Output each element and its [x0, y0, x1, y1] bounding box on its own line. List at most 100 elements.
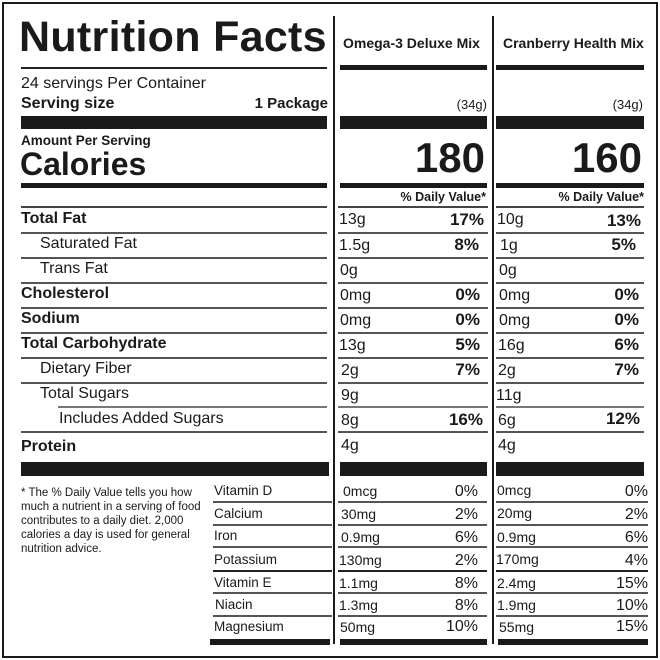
dv-sodium-1: 0% [455, 310, 480, 329]
dv-total-carbohydrate-2: 6% [614, 335, 639, 354]
amount-sodium-2: 0mg [499, 312, 531, 329]
serving-size-value: 1 Package [254, 95, 328, 112]
thick-divider-protein [21, 462, 329, 476]
row-rule [338, 615, 487, 617]
amount-total-carbohydrate-1: 13g [339, 337, 366, 354]
bottom-bar-labels [210, 639, 330, 645]
vitamin-dv-e-2: 15% [615, 575, 648, 592]
thick-divider-1 [340, 116, 487, 129]
row-rule [338, 357, 488, 359]
calories-value-1: 180 [414, 134, 485, 181]
vitamin-label-potassium: Potassium [214, 552, 278, 567]
vitamin-dv-d-2: 0% [624, 483, 648, 500]
vitamin-amount-iron-2: 0.9mg [497, 529, 536, 545]
column-divider-1 [333, 16, 335, 644]
title-rule [21, 67, 327, 69]
amount-total-sugars-2: 11g [496, 387, 522, 404]
row-rule [213, 570, 332, 572]
vitamin-dv-niacin-1: 8% [454, 597, 478, 614]
amount-total-fat-1: 13g [339, 211, 366, 228]
thick-divider-serving [21, 116, 327, 129]
amount-cholesterol-1: 0mg [340, 287, 372, 304]
vitamin-dv-potassium-1: 2% [454, 552, 478, 569]
amount-dietary-fiber-1: 2g [341, 362, 359, 379]
vitamin-amount-magnesium-1: 50mg [340, 619, 376, 635]
amount-trans-fat-2: 0g [499, 262, 517, 279]
nutrient-label-total-carbohydrate: Total Carbohydrate [21, 335, 167, 352]
nutrient-label-saturated-fat: Saturated Fat [40, 235, 137, 252]
row-rule [496, 546, 648, 548]
amount-total-carbohydrate-2: 16g [498, 337, 525, 354]
amount-per-serving: Amount Per Serving [21, 133, 151, 148]
row-rule [496, 431, 644, 433]
row-rule [496, 257, 644, 259]
vitamin-amount-potassium-2: 170mg [496, 551, 539, 567]
dv-rule-2 [496, 206, 644, 208]
dv-rule-1 [338, 206, 488, 208]
row-rule [338, 332, 488, 334]
row-rule [21, 357, 327, 359]
daily-value-header-2: % Daily Value* [558, 190, 644, 204]
row-rule [213, 546, 332, 548]
vitamin-amount-niacin-2: 1.9mg [497, 597, 536, 613]
amount-saturated-fat-1: 1.5g [339, 237, 371, 254]
row-rule [21, 431, 327, 433]
amount-added-sugars-2: 6g [498, 412, 516, 429]
vitamin-amount-d-1: 0mcg [343, 483, 378, 499]
row-rule [21, 282, 327, 284]
row-rule [213, 524, 332, 526]
dv-cholesterol-2: 0% [614, 285, 639, 304]
vitamin-amount-niacin-1: 1.3mg [339, 597, 378, 613]
vitamin-amount-calcium-2: 20mg [497, 505, 533, 521]
nutrient-label-protein: Protein [21, 438, 77, 455]
dv-rule-left [21, 206, 327, 208]
vitamin-dv-iron-2: 6% [624, 529, 648, 546]
row-rule [21, 232, 327, 234]
bottom-bar-2 [498, 639, 648, 645]
dv-total-fat-1: 17% [449, 210, 484, 229]
nutrient-label-trans-fat: Trans Fat [40, 260, 108, 277]
row-rule [21, 257, 327, 259]
product-name-omega3: Omega-3 Deluxe Mix [343, 35, 480, 51]
amount-total-fat-2: 10g [497, 211, 524, 228]
vitamin-label-iron: Iron [214, 528, 238, 543]
row-rule [21, 332, 327, 334]
vitamin-dv-magnesium-2: 15% [615, 618, 648, 635]
row-rule [338, 282, 488, 284]
vitamin-amount-magnesium-2: 55mg [499, 619, 535, 635]
bottom-bar-1 [340, 639, 487, 645]
vitamin-label-niacin: Niacin [215, 597, 253, 612]
vitamin-label-magnesium: Magnesium [214, 619, 284, 634]
nutrient-label-total-fat: Total Fat [21, 210, 87, 227]
row-rule [21, 307, 327, 309]
vitamin-amount-potassium-1: 130mg [339, 552, 382, 568]
row-rule [496, 357, 644, 359]
row-rule [496, 332, 644, 334]
calories-divider-2 [496, 183, 644, 188]
nutrient-label-sodium: Sodium [21, 310, 80, 327]
dv-dietary-fiber-1: 7% [455, 360, 480, 379]
amount-sodium-1: 0mg [340, 312, 372, 329]
row-rule [496, 232, 644, 234]
row-rule [496, 615, 648, 617]
row-rule [496, 524, 648, 526]
dv-cholesterol-1: 0% [455, 285, 480, 304]
row-rule [338, 232, 488, 234]
vitamin-amount-calcium-1: 30mg [341, 506, 377, 522]
vitamin-label-e: Vitamin E [214, 575, 272, 590]
amount-protein-1: 4g [341, 437, 359, 454]
vitamin-dv-e-1: 8% [454, 575, 478, 592]
calories-divider-1 [340, 183, 487, 188]
row-rule [496, 282, 644, 284]
dv-saturated-fat-1: 8% [454, 235, 479, 254]
amount-protein-2: 4g [498, 437, 516, 454]
product-rule-2 [496, 65, 644, 70]
product-name-cranberry: Cranberry Health Mix [503, 35, 644, 51]
thick-divider-protein-2 [496, 462, 644, 476]
row-rule [21, 382, 327, 384]
row-rule [338, 592, 487, 594]
vitamin-amount-e-1: 1.1mg [339, 575, 378, 591]
vitamin-amount-d-2: 0mcg [497, 482, 532, 498]
vitamin-amount-iron-1: 0.9mg [341, 529, 380, 545]
row-rule [496, 382, 644, 384]
